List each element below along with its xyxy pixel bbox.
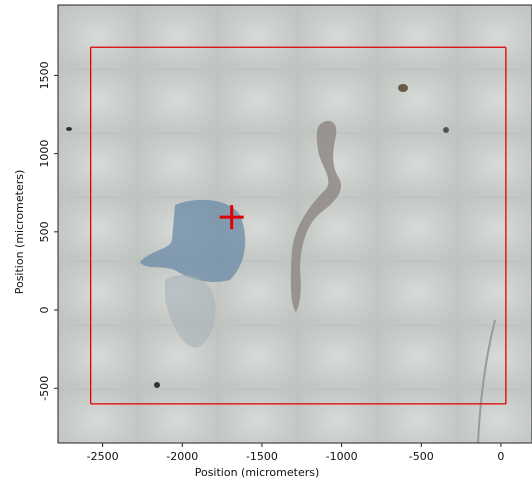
x-tick-label: -1500 [246, 450, 278, 463]
tissue-fragment [165, 275, 216, 348]
y-tick-label: 500 [38, 221, 51, 242]
debris [154, 382, 160, 388]
y-tick-label: 1000 [38, 140, 51, 168]
debris [398, 84, 408, 92]
x-tick-label: -500 [409, 450, 434, 463]
stained-tissue [140, 199, 246, 282]
position-marker [219, 205, 244, 230]
x-tick-label: -1000 [326, 450, 358, 463]
y-tick-label: -500 [38, 376, 51, 401]
fiber [477, 319, 496, 444]
x-tick-label: -2000 [166, 450, 198, 463]
debris [66, 127, 72, 131]
x-axis-label: Position (micrometers) [195, 466, 320, 479]
y-tick-label: 1500 [38, 61, 51, 89]
worm-sample [290, 120, 341, 313]
y-tick-label: 0 [38, 307, 51, 314]
x-tick-label: 0 [497, 450, 504, 463]
debris [443, 127, 449, 133]
image-background [58, 5, 532, 443]
microscope-image [58, 5, 532, 444]
plot-frame [57, 4, 532, 444]
x-tick-label: -2500 [87, 450, 119, 463]
y-axis-label: Position (micrometers) [13, 170, 26, 295]
